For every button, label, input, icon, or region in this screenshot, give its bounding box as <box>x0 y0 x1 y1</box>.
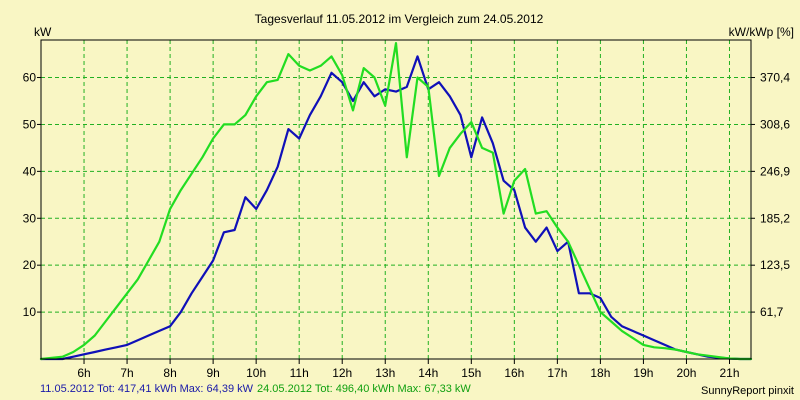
x-tick-labels: 6h 7h 8h 9h 10h 11h 12h 13h 14h 15h 16h 17h 18h 19h 20… <box>77 359 740 380</box>
x-tick-label: 20h <box>676 366 696 380</box>
x-tick-label: 6h <box>77 366 90 380</box>
y-tick-label-right: 185,2 <box>760 211 790 225</box>
y-tick-label-left: 50 <box>23 117 37 131</box>
y-tick-labels-right: 61,7 123,5 185,2 246,9 308,6 370,4 <box>751 71 790 319</box>
x-tick-label: 8h <box>163 366 176 380</box>
y-axis-left-label: kW <box>34 25 52 39</box>
x-tick-label: 12h <box>332 366 352 380</box>
x-tick-label: 21h <box>719 366 739 380</box>
x-tick-label: 13h <box>375 366 395 380</box>
x-tick-label: 14h <box>418 366 438 380</box>
y-tick-label-right: 370,4 <box>760 71 790 85</box>
plot-frame <box>40 39 752 360</box>
x-tick-label: 9h <box>206 366 219 380</box>
x-tick-label: 15h <box>461 366 481 380</box>
series-layer <box>39 41 753 361</box>
series-line-2 <box>39 41 753 361</box>
x-tick-label: 10h <box>246 366 266 380</box>
x-tick-label: 18h <box>590 366 610 380</box>
y-tick-label-right: 246,9 <box>760 164 790 178</box>
chart-title: Tagesverlauf 11.05.2012 im Vergleich zum… <box>255 12 544 26</box>
footer-series-2-summary: 24.05.2012 Tot: 496,40 kWh Max: 67,33 kW <box>257 383 471 395</box>
grid-layer <box>41 40 751 359</box>
y-tick-label-left: 40 <box>23 164 37 178</box>
y-tick-label-left: 30 <box>23 211 37 225</box>
x-tick-label: 7h <box>120 366 133 380</box>
x-tick-label: 11h <box>290 366 309 380</box>
y-tick-label-left: 10 <box>23 305 37 319</box>
y-tick-label-left: 60 <box>23 71 37 85</box>
y-tick-label-left: 20 <box>23 258 37 272</box>
y-tick-label-right: 308,6 <box>760 117 790 131</box>
series-line-1 <box>39 55 753 361</box>
y-axis-right-label: kW/kWp [%] <box>729 25 794 39</box>
footer-brand: SunnyReport pinxit <box>701 385 794 397</box>
y-tick-label-right: 123,5 <box>760 258 790 272</box>
x-tick-label: 16h <box>504 366 524 380</box>
footer-series-1-summary: 11.05.2012 Tot: 417,41 kWh Max: 64,39 kW <box>40 383 254 395</box>
x-tick-label: 17h <box>547 366 567 380</box>
y-tick-label-right: 61,7 <box>760 305 784 319</box>
x-tick-label: 19h <box>633 366 653 380</box>
y-tick-labels-left: 10 20 30 40 50 60 <box>23 71 41 319</box>
